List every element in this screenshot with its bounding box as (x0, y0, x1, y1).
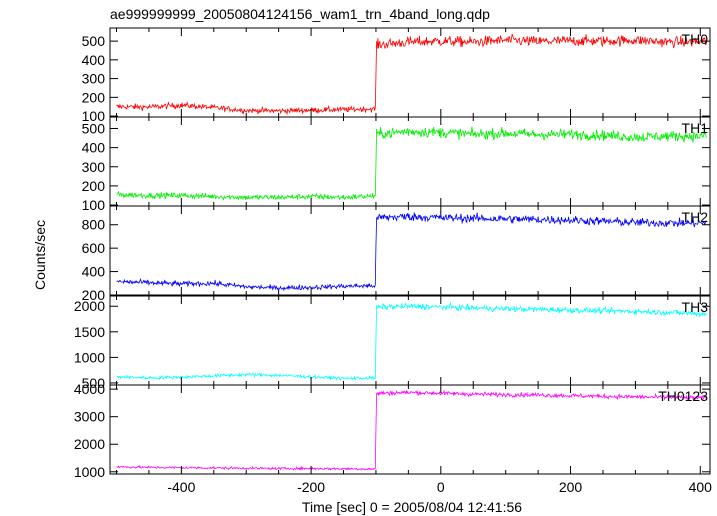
x-axis-label: Time [sec] 0 = 2005/08/04 12:41:56 (302, 499, 522, 515)
panel-th3: 500 1000 1500 2000 TH3 (74, 295, 711, 391)
y-tick-label: 500 (82, 33, 106, 49)
panel-group: 100 200 300 400 500 TH0 100 200 300 400 500 TH1 200 4… (74, 27, 713, 495)
panel-th0123: 1000 2000 3000 4000 TH0123 (74, 381, 711, 480)
x-tick-label: 400 (689, 479, 713, 495)
y-tick-label: 4000 (74, 381, 105, 397)
panel-th2: 200 400 600 800 TH2 (82, 205, 711, 303)
y-tick-label: 300 (82, 159, 106, 175)
y-tick-label: 500 (82, 375, 106, 391)
y-tick-label: 600 (82, 240, 106, 256)
panel-frame (109, 384, 711, 475)
x-tick-label: 200 (559, 479, 583, 495)
panel-frame (109, 205, 711, 296)
series-label-th3: TH3 (682, 299, 709, 315)
x-tick-label: -200 (297, 479, 325, 495)
panel-th1: 100 200 300 400 500 TH1 (82, 116, 711, 213)
y-tick-label: 300 (82, 71, 106, 87)
y-tick-label: 1500 (74, 324, 105, 340)
x-tick-label: -400 (167, 479, 195, 495)
series-line-th0123 (116, 389, 708, 471)
y-tick-label: 1000 (74, 349, 105, 365)
series-label-th0123: TH0123 (658, 388, 708, 404)
y-tick-label: 400 (82, 52, 106, 68)
y-tick-label: 3000 (74, 409, 105, 425)
y-tick-label: 400 (82, 140, 106, 156)
panel-th0: 100 200 300 400 500 TH0 (82, 27, 711, 124)
y-tick-label: 100 (82, 197, 106, 213)
y-tick-label: 200 (82, 178, 106, 194)
series-line-th3 (116, 301, 708, 381)
y-tick-label: 100 (82, 108, 106, 124)
y-tick-label: 200 (82, 89, 106, 105)
y-tick-label: 500 (82, 120, 106, 136)
series-line-th1 (116, 126, 708, 201)
chart-title: ae999999999_20050804124156_wam1_trn_4ban… (110, 6, 490, 22)
series-line-th0 (116, 33, 708, 116)
y-tick-label: 1000 (74, 464, 105, 480)
series-label-th0: TH0 (682, 31, 709, 47)
y-tick-label: 2000 (74, 436, 105, 452)
y-tick-label: 200 (82, 287, 106, 303)
x-tick-label: 0 (437, 479, 445, 495)
y-tick-label: 2000 (74, 298, 105, 314)
y-tick-label: 400 (82, 264, 106, 280)
y-axis-label: Counts/sec (32, 220, 48, 290)
series-label-th1: TH1 (682, 120, 709, 136)
series-line-th2 (116, 212, 707, 292)
y-tick-label: 800 (82, 217, 106, 233)
series-label-th2: TH2 (682, 209, 709, 225)
